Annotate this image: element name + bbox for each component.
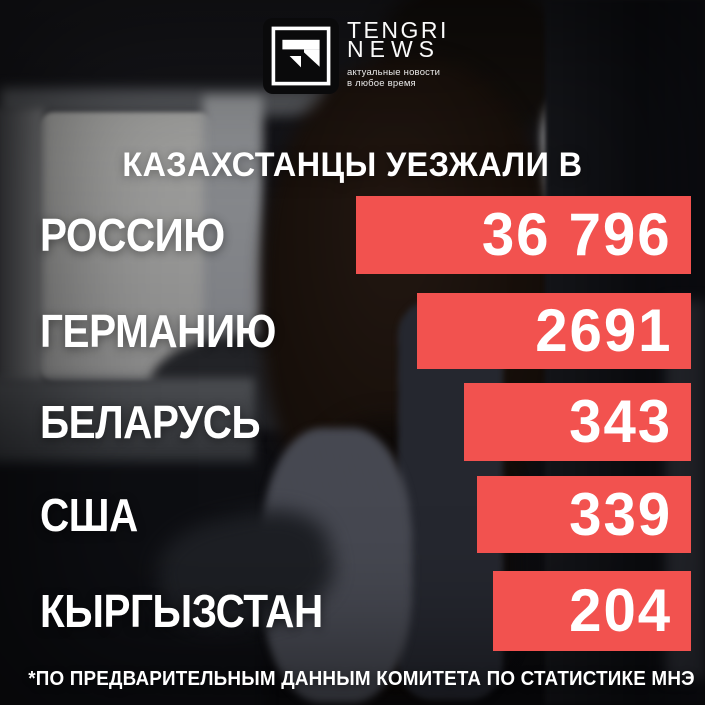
stat-row-usa: США 339 xyxy=(0,476,705,553)
stat-row-belarus: БЕЛАРУСЬ 343 xyxy=(0,383,705,461)
value-label: 343 xyxy=(569,388,672,455)
photo-sweater-light xyxy=(262,428,412,703)
page-title: КАЗАХСТАНЦЫ УЕЗЖАЛИ В xyxy=(122,145,583,184)
value-bar: 2691 xyxy=(417,293,691,369)
value-label: 2691 xyxy=(534,297,672,364)
value-label: 339 xyxy=(569,480,672,548)
value-bar: 339 xyxy=(477,476,691,553)
value-label: 204 xyxy=(569,577,672,644)
country-label: РОССИЮ xyxy=(40,209,225,261)
value-bar: 343 xyxy=(464,383,691,461)
value-label: 36 796 xyxy=(482,201,672,268)
logo-tagline-line1: актуальные новости xyxy=(347,67,441,78)
logo-brand-line2: NEWS xyxy=(347,36,440,62)
value-bar: 204 xyxy=(493,571,691,651)
value-bar: 36 796 xyxy=(356,196,691,274)
footnote: *ПО ПРЕДВАРИТЕЛЬНЫМ ДАННЫМ КОМИТЕТА ПО С… xyxy=(28,667,695,690)
country-label: БЕЛАРУСЬ xyxy=(40,396,261,448)
stat-row-kyrgyzstan: КЫРГЫЗСТАН 204 xyxy=(0,571,705,651)
stat-row-russia: РОССИЮ 36 796 xyxy=(0,196,705,274)
tengri-logo-glyph xyxy=(271,26,331,86)
logo-brand-line1: TENGRI xyxy=(347,17,449,43)
logo-text: TENGRI NEWS актуальные новости в любое в… xyxy=(347,17,449,90)
country-label: ГЕРМАНИЮ xyxy=(40,305,276,357)
tengri-logo-icon xyxy=(263,18,339,94)
photo-hair-lower xyxy=(300,420,510,700)
logo-tagline-line2: в любое время xyxy=(347,78,416,89)
stat-row-germany: ГЕРМАНИЮ 2691 xyxy=(0,293,705,369)
country-label: КЫРГЫЗСТАН xyxy=(40,585,323,637)
country-label: США xyxy=(40,488,138,541)
